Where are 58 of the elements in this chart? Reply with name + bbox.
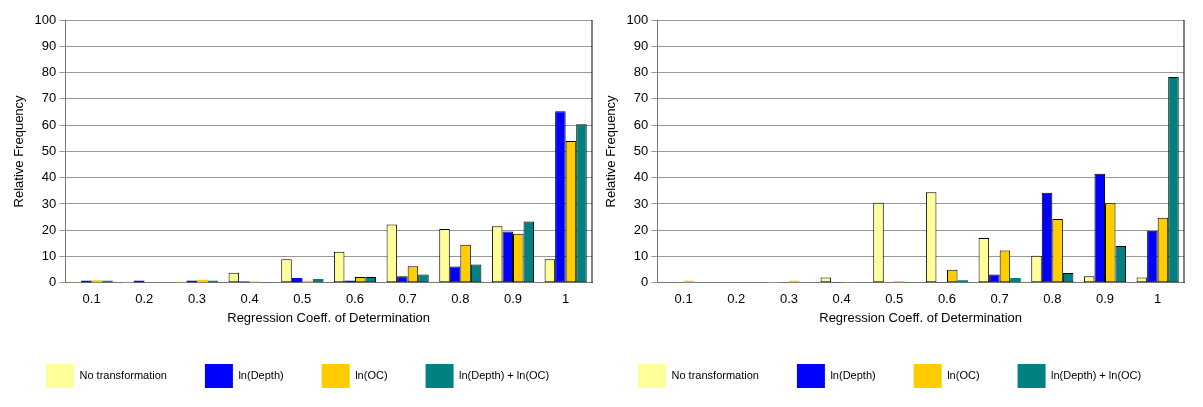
y-tick-label: 30 (633, 195, 649, 211)
y-tick-label: 40 (633, 169, 649, 185)
y-tick-label: 20 (633, 221, 649, 237)
x-tick-label: 0.5 (885, 291, 904, 307)
y-axis-title: Relative Frequency (11, 94, 27, 208)
legend-label: No transformation (671, 369, 759, 382)
x-axis-title: Regression Coeff. of Determination (227, 309, 431, 325)
y-tick-label: 20 (41, 221, 57, 237)
x-tick-label: 0.7 (990, 291, 1009, 307)
bar (957, 280, 969, 283)
bar (91, 280, 103, 283)
y-tick-label: 50 (633, 142, 649, 158)
x-tick-label: 0.2 (135, 291, 154, 307)
x-tick-label: 0.3 (187, 291, 207, 307)
x-tick-label: 0.2 (727, 291, 746, 307)
y-tick-label: 0 (641, 274, 649, 290)
legend-label: ln(Depth) + ln(OC) (459, 369, 550, 382)
x-tick-label: 0.9 (503, 291, 523, 307)
x-tick-label: 0.8 (451, 291, 470, 307)
legend-label: ln(Depth) (830, 369, 876, 382)
y-tick-label: 60 (41, 116, 57, 132)
x-tick-label: 0.5 (293, 291, 312, 307)
y-tick-label: 10 (41, 248, 57, 264)
legend-label: ln(Depth) + ln(OC) (1051, 369, 1142, 382)
legend-label: No transformation (79, 369, 167, 382)
y-tick-label: 40 (41, 169, 57, 185)
y-tick-label: 10 (633, 248, 649, 264)
x-tick-label: 0.3 (779, 291, 799, 307)
bar (1010, 278, 1021, 283)
legend-label: ln(OC) (355, 369, 388, 382)
x-tick-label: 1 (1154, 291, 1162, 307)
y-tick-label: 70 (41, 90, 57, 106)
y-tick-label: 100 (626, 11, 649, 27)
y-tick-label: 90 (633, 37, 649, 53)
bar (312, 279, 324, 283)
x-tick-label: 0.1 (674, 291, 693, 307)
y-tick-label: 50 (41, 142, 57, 158)
x-tick-label: 0.4 (832, 291, 851, 307)
legend-label: ln(Depth) (238, 369, 284, 382)
legend-label: ln(OC) (947, 369, 980, 382)
x-tick-label: 0.6 (937, 291, 957, 307)
y-tick-label: 80 (41, 64, 57, 80)
x-tick-label: 0.6 (345, 291, 365, 307)
y-tick-label: 70 (633, 90, 649, 106)
x-tick-label: 0.8 (1043, 291, 1062, 307)
x-tick-label: 0.4 (240, 291, 259, 307)
y-tick-label: 100 (34, 11, 57, 27)
y-tick-label: 0 (49, 274, 57, 290)
x-tick-label: 0.9 (1095, 291, 1115, 307)
y-tick-label: 30 (41, 195, 57, 211)
x-tick-label: 0.7 (398, 291, 417, 307)
y-axis-title: Relative Frequency (603, 94, 619, 208)
x-tick-label: 0.1 (82, 291, 101, 307)
y-tick-label: 60 (633, 116, 649, 132)
x-axis-title: Regression Coeff. of Determination (819, 309, 1023, 325)
y-tick-label: 80 (633, 64, 649, 80)
x-tick-label: 1 (562, 291, 570, 307)
y-tick-label: 90 (41, 37, 57, 53)
